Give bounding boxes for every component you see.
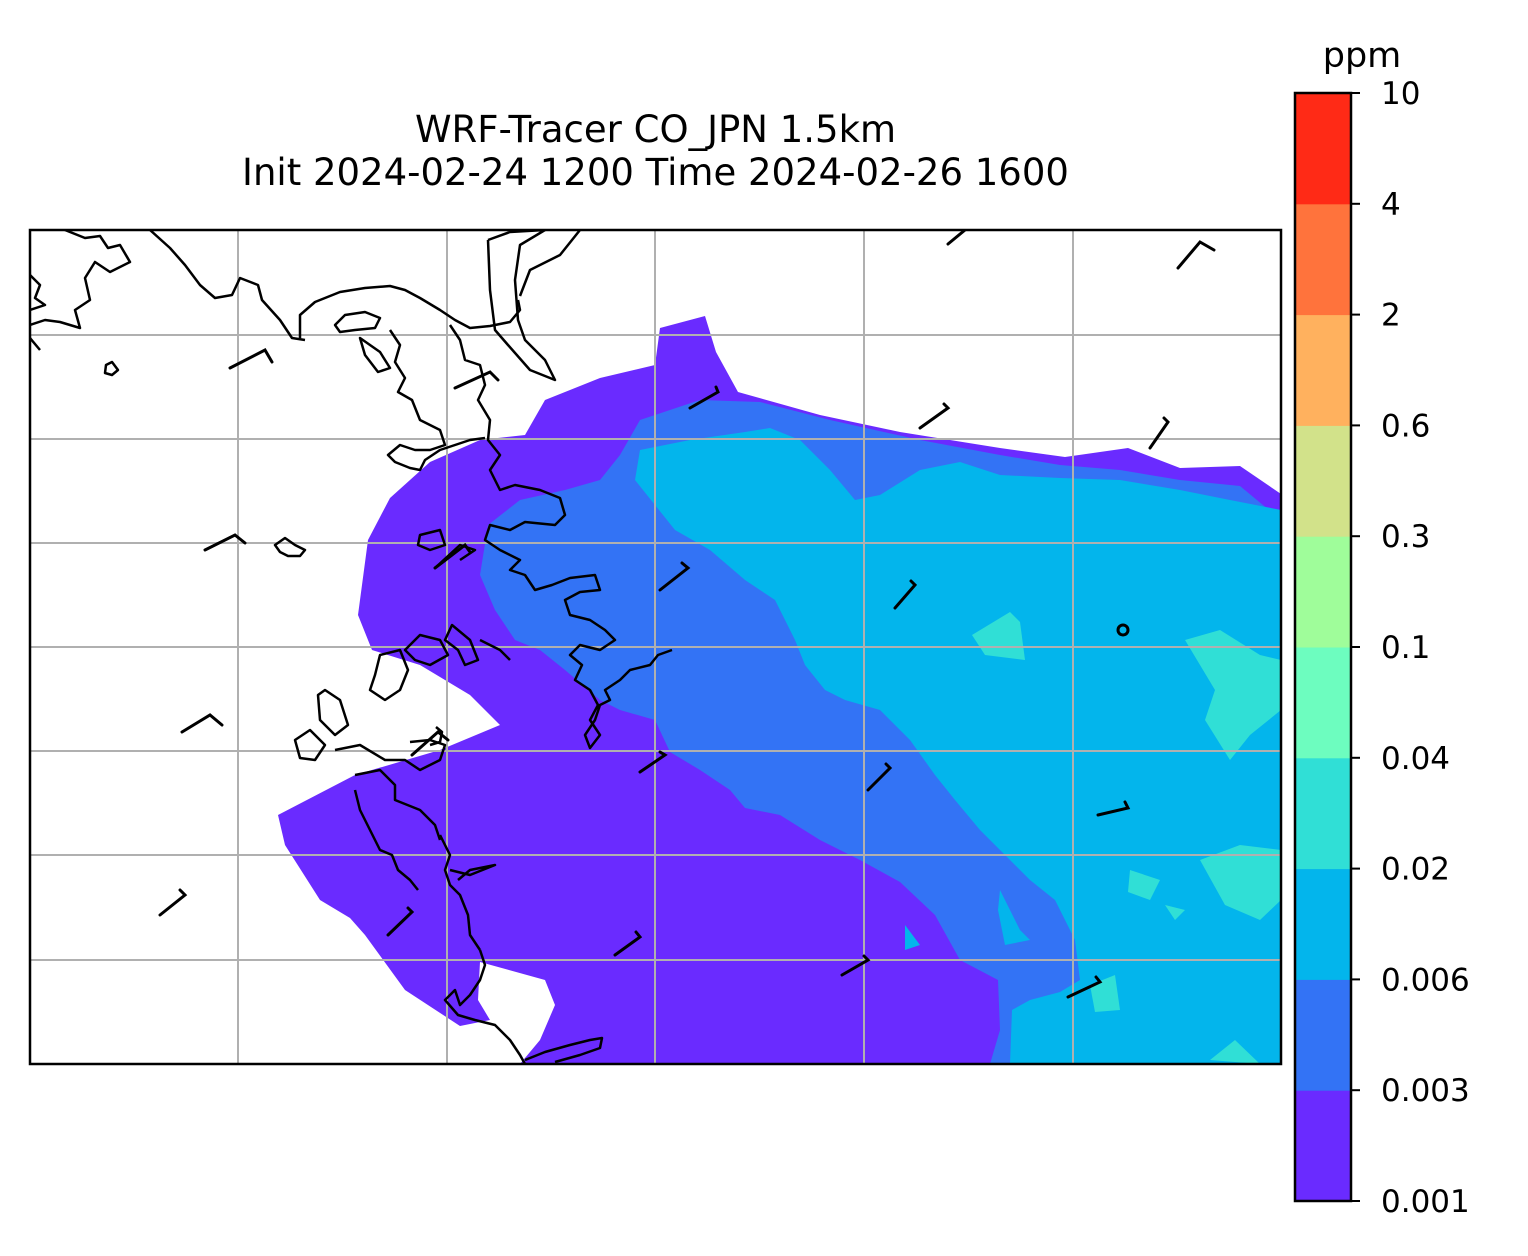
map-frame [28,228,1283,1066]
colorbar-swatch-8 [1295,203,1351,316]
colorbar-swatch-2 [1295,868,1351,980]
colorbar-tick-label: 0.3 [1381,519,1430,555]
colorbar-tick-label: 10 [1381,76,1420,112]
colorbar-unit-label: ppm [1323,36,1402,76]
colorbar-tick-label: 0.1 [1381,630,1430,666]
tracer-field [278,316,1281,1064]
colorbar-swatches [1295,93,1351,1202]
colorbar-swatch-9 [1295,93,1351,205]
colorbar-ticks: 0.001 0.003 0.006 0.02 0.04 0.1 0.3 0.6 2 4 10 [1351,76,1470,1220]
colorbar-tick-label: 0.02 [1381,852,1450,888]
field-level-002-b [1185,630,1281,760]
colorbar-frame [1293,91,1353,1203]
colorbar-tick-label: 2 [1381,298,1401,334]
map-gridlines [30,230,1281,1064]
title-line-1: WRF-Tracer CO_JPN 1.5km [414,108,897,151]
colorbar-swatch-6 [1295,425,1351,537]
colorbar-tick-label: 4 [1381,187,1401,223]
colorbar-swatch-1 [1295,979,1351,1091]
chart-title: WRF-Tracer CO_JPN 1.5km Init 2024-02-24 … [30,108,1281,194]
colorbar-swatch-0 [1295,1090,1351,1202]
colorbar-tick-label: 0.04 [1381,741,1450,777]
colorbar-swatch-4 [1295,647,1351,759]
colorbar-swatch-5 [1295,536,1351,648]
colorbar-tick-label: 0.001 [1381,1184,1470,1220]
field-level-002-c [1200,845,1281,920]
colorbar-tick-label: 0.006 [1381,962,1470,998]
field-level-002-g [1165,905,1185,920]
colorbar-swatch-3 [1295,757,1351,870]
field-level-002-f [1128,870,1160,900]
colorbar-swatch-7 [1295,314,1351,426]
coastlines [30,230,1130,1064]
colorbar: ppm 0.001 0.003 0.006 0.02 0.04 0.1 0.3 0.6 2 4 10 [1293,36,1470,1220]
field-level-002-e [1210,1040,1260,1064]
field-level-0006 [635,428,1281,1064]
colorbar-tick-label: 0.003 [1381,1073,1470,1109]
wind-barbs [158,230,1216,999]
title-line-2: Init 2024-02-24 1200 Time 2024-02-26 160… [242,151,1069,194]
colorbar-tick-label: 0.6 [1381,408,1430,444]
